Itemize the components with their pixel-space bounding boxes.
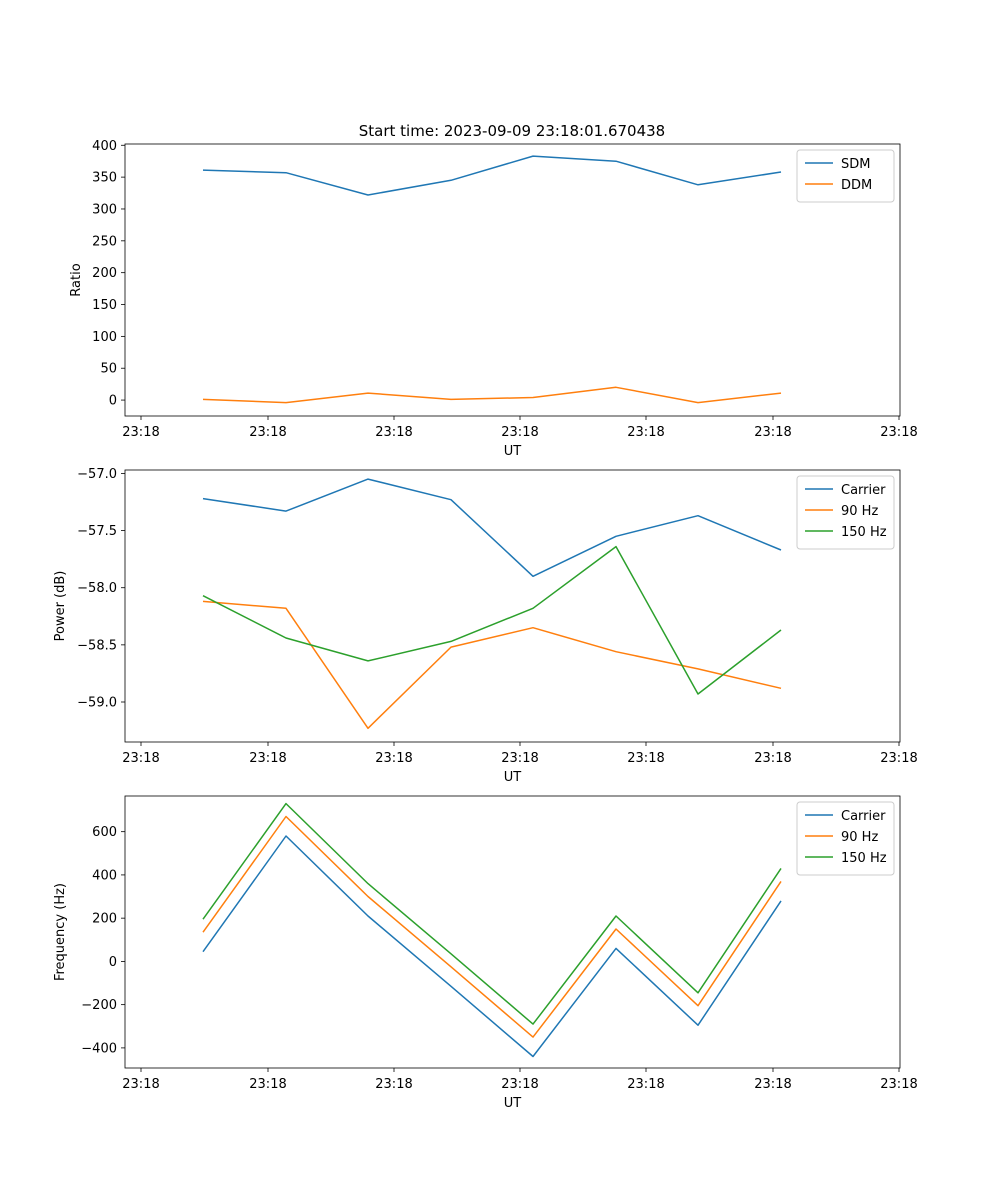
- series-line-90-hz: [202, 815, 782, 1038]
- panel-2: 23:18 23:18 23:18 23:18 23:18 23:18 23:18 −59.0…: [53, 467, 918, 785]
- series-line-150-hz: [202, 545, 782, 695]
- y-tick-label: −400: [81, 1041, 117, 1056]
- y-tick-label: 0: [109, 955, 117, 970]
- x-tick-label: 23:18: [754, 751, 791, 766]
- x-tick-label: 23:18: [249, 425, 286, 440]
- y-tick-label: −59.0: [77, 696, 117, 711]
- x-tick-label: 23:18: [375, 1077, 412, 1092]
- x-tick-label: 23:18: [754, 1077, 791, 1092]
- x-tick-label: 23:18: [122, 1077, 159, 1092]
- x-axis-label: UT: [504, 1096, 522, 1111]
- x-tick-label: 23:18: [627, 1077, 664, 1092]
- x-tick-label: 23:18: [880, 1077, 917, 1092]
- x-tick-label: 23:18: [122, 751, 159, 766]
- y-axis-label: Power (dB): [53, 571, 68, 642]
- series-line-carrier: [202, 478, 782, 578]
- y-axis-label: Ratio: [69, 263, 84, 296]
- x-tick-label: 23:18: [754, 425, 791, 440]
- y-axis-label: Frequency (Hz): [53, 883, 68, 981]
- legend-label: 150 Hz: [841, 851, 887, 866]
- x-axis-label: UT: [504, 444, 522, 459]
- series-line-90-hz: [202, 600, 782, 730]
- y-tick-label: 300: [92, 202, 117, 217]
- x-tick-label: 23:18: [501, 1077, 538, 1092]
- y-tick-label: 250: [92, 234, 117, 249]
- legend: SDM DDM: [796, 149, 895, 203]
- panel-1: 23:18 23:18 23:18 23:18 23:18 23:18 23:18 0 50 10…: [69, 139, 918, 459]
- x-tick-label: 23:18: [627, 425, 664, 440]
- y-tick-label: 100: [92, 330, 117, 345]
- x-tick-label: 23:18: [880, 751, 917, 766]
- plot-frame: [124, 469, 901, 743]
- x-tick-label: 23:18: [627, 751, 664, 766]
- x-tick-label: 23:18: [122, 425, 159, 440]
- y-tick-label: 200: [92, 912, 117, 927]
- x-tick-label: 23:18: [249, 1077, 286, 1092]
- y-tick-label: 400: [92, 868, 117, 883]
- plot-frame: [124, 143, 901, 417]
- y-tick-label: 200: [92, 266, 117, 281]
- y-tick-label: 600: [92, 825, 117, 840]
- y-tick-label: 400: [92, 139, 117, 154]
- y-tick-label: 50: [100, 362, 117, 377]
- legend-label: 90 Hz: [841, 504, 878, 519]
- x-tick-label: 23:18: [249, 751, 286, 766]
- series-line-ddm: [202, 386, 782, 404]
- series-line-carrier: [202, 835, 782, 1058]
- legend-label: DDM: [841, 178, 872, 193]
- y-tick-label: −58.0: [77, 581, 117, 596]
- plot-frame: [124, 795, 901, 1069]
- y-tick-label: −57.0: [77, 467, 117, 482]
- x-axis-label: UT: [504, 770, 522, 785]
- y-tick-label: 0: [109, 394, 117, 409]
- legend: Carrier 90 Hz 150 Hz: [796, 801, 895, 876]
- panel-3: 23:18 23:18 23:18 23:18 23:18 23:18 23:18 −400 −…: [53, 795, 918, 1111]
- x-tick-label: 23:18: [501, 751, 538, 766]
- series-line-sdm: [202, 155, 782, 196]
- x-tick-label: 23:18: [880, 425, 917, 440]
- legend-label: Carrier: [841, 809, 886, 824]
- y-tick-label: −57.5: [77, 524, 117, 539]
- series-line-150-hz: [202, 802, 782, 1025]
- y-tick-label: −200: [81, 998, 117, 1013]
- legend: Carrier 90 Hz 150 Hz: [796, 475, 895, 550]
- y-tick-label: −58.5: [77, 638, 117, 653]
- legend-label: 150 Hz: [841, 525, 887, 540]
- legend-label: SDM: [841, 157, 870, 172]
- legend-label: Carrier: [841, 483, 886, 498]
- x-tick-label: 23:18: [375, 425, 412, 440]
- x-tick-label: 23:18: [375, 751, 412, 766]
- legend-label: 90 Hz: [841, 830, 878, 845]
- chart-title: Start time: 2023-09-09 23:18:01.670438: [359, 122, 665, 140]
- y-tick-label: 150: [92, 298, 117, 313]
- y-tick-label: 350: [92, 171, 117, 186]
- x-tick-label: 23:18: [501, 425, 538, 440]
